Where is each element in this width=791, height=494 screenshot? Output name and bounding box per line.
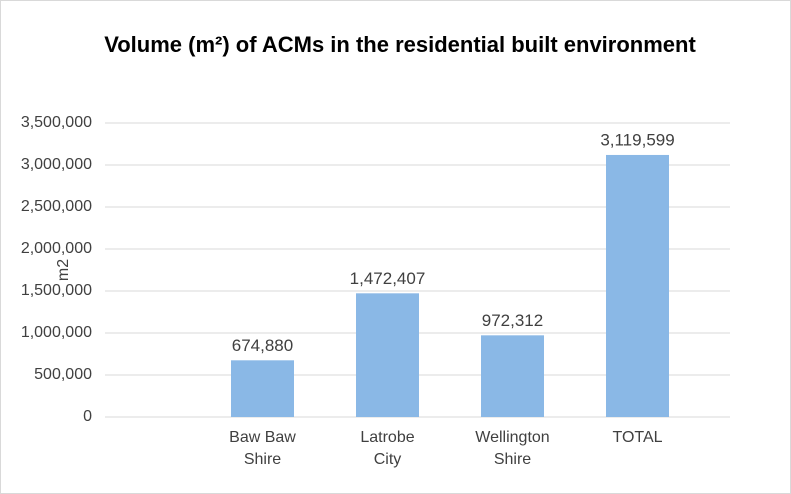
y-tick-label: 0 — [83, 408, 92, 425]
y-tick-label: 500,000 — [34, 366, 92, 383]
value-label: 3,119,599 — [600, 130, 674, 149]
x-tick-label: Baw Baw Shire — [229, 429, 296, 468]
bar — [481, 335, 544, 417]
y-axis-label: m2 — [55, 259, 72, 281]
chart-title: Volume (m²) of ACMs in the residential b… — [104, 32, 696, 57]
x-tick-label: Latrobe City — [360, 429, 415, 468]
y-tick-label: 2,500,000 — [21, 198, 92, 215]
bar — [231, 360, 294, 417]
y-tick-label: 1,500,000 — [21, 282, 92, 299]
y-tick-label: 3,000,000 — [21, 156, 92, 173]
value-label: 1,472,407 — [350, 269, 426, 288]
y-tick-label: 1,000,000 — [21, 324, 92, 341]
value-label: 972,312 — [482, 311, 543, 330]
y-tick-label: 3,500,000 — [21, 114, 92, 131]
bar — [356, 293, 419, 417]
y-tick-label: 2,000,000 — [21, 240, 92, 257]
value-label: 674,880 — [232, 336, 293, 355]
bar — [606, 154, 669, 418]
x-tick-label: TOTAL — [612, 429, 663, 446]
x-tick-label: Wellington Shire — [475, 429, 550, 468]
